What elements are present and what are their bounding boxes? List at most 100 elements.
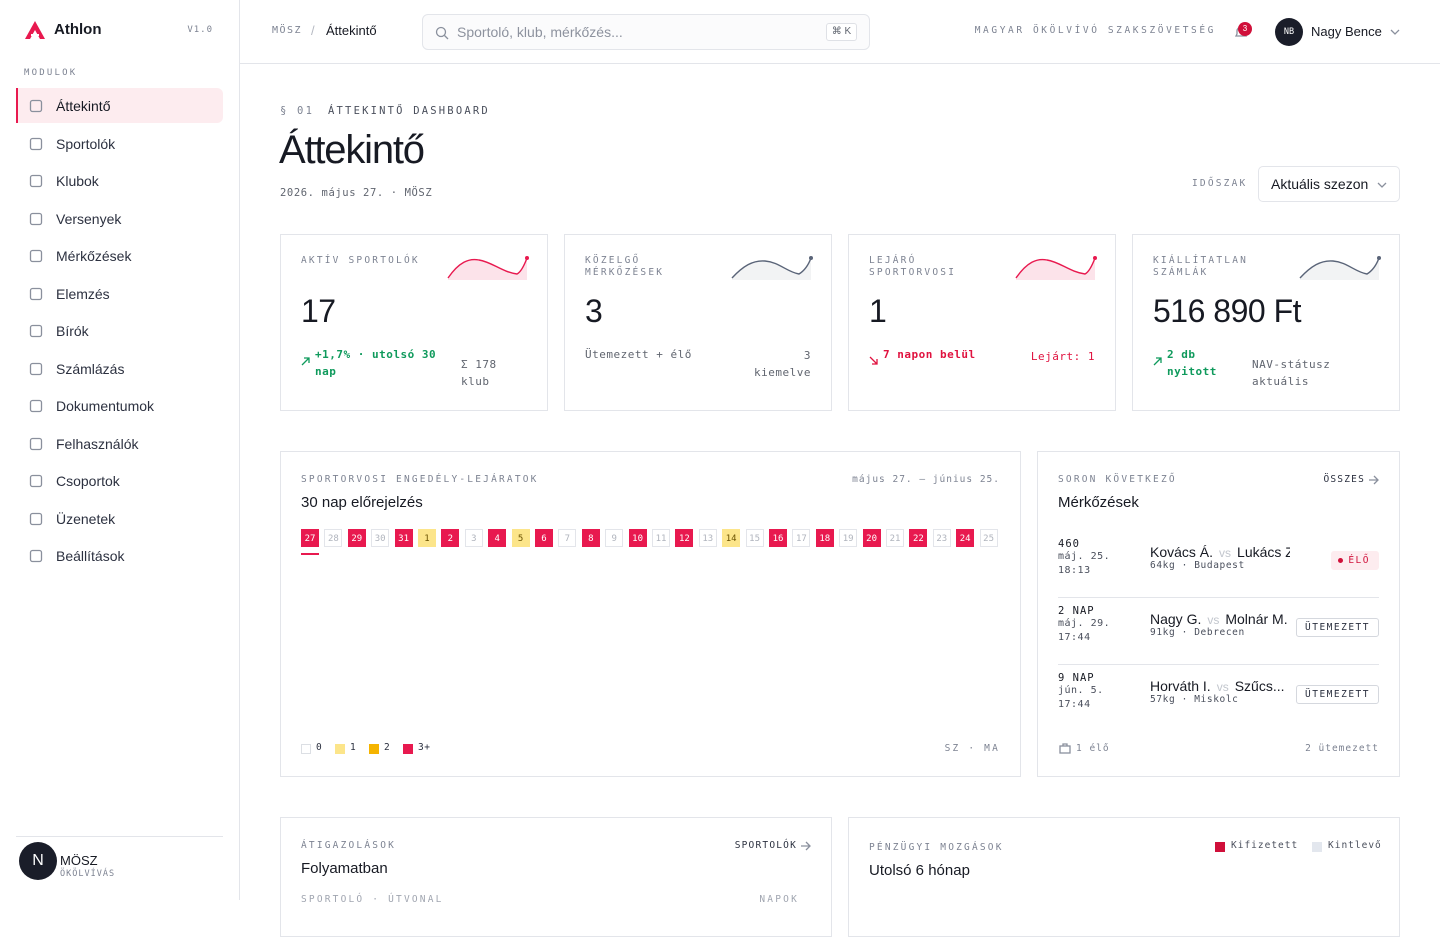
panel-link[interactable]: ÖSSZES — [1323, 474, 1365, 485]
nav-item[interactable]: Versenyek — [16, 201, 223, 236]
day-cell: 21 — [886, 529, 904, 547]
kpi-card: KÖZELGŐ MÉRKŐZÉSEK 3 Ütemezett + élő 3 kiem… — [564, 234, 832, 411]
nav-label: Elemzés — [56, 285, 110, 302]
kpi-note: 7 napon belül — [883, 348, 976, 361]
match-meta: 57kg · Miskolc — [1150, 694, 1239, 705]
org-title: MAGYAR ÖKÖLVÍVÓ SZAKSZÖVETSÉG — [974, 25, 1216, 36]
kpi-side: NAV-státusz aktuális — [1252, 358, 1331, 388]
match-when: 2 NAP — [1058, 605, 1095, 617]
breadcrumb-current: Áttekintő — [326, 23, 377, 38]
nav-label: Klubok — [56, 173, 99, 189]
legend-label: 2 — [384, 742, 391, 753]
sparkline — [1015, 256, 1097, 280]
forecast-panel: SPORTORVOSI ENGEDÉLY-LEJÁRATOK 30 nap el… — [280, 451, 1021, 777]
nav-item[interactable]: Mérkőzések — [16, 238, 223, 273]
nav-item[interactable]: Beállítások — [16, 538, 223, 573]
vs: vs — [1216, 680, 1229, 694]
legend-swatch — [1312, 842, 1322, 852]
trend-icon — [1153, 357, 1162, 366]
sparkline — [447, 256, 529, 280]
org-avatar: N — [19, 842, 57, 880]
nav-icon — [29, 324, 43, 338]
nav-icon — [29, 137, 43, 150]
nav-label: Csoportok — [56, 473, 120, 489]
trend-icon — [869, 356, 878, 365]
breadcrumb-root[interactable]: MÖSZ — [272, 25, 303, 36]
panel-link[interactable]: SPORTOLÓK — [734, 840, 797, 851]
day-cell: 28 — [324, 529, 343, 547]
day-cell: 15 — [745, 529, 764, 547]
match-time: 17:44 — [1058, 699, 1091, 710]
day-cell: 6 — [535, 529, 553, 547]
legend-swatch — [301, 744, 311, 754]
logo — [25, 21, 45, 39]
icon-shape — [29, 287, 43, 300]
nav-item[interactable]: Klubok — [16, 163, 223, 198]
match-date: jún. 5. — [1058, 685, 1104, 696]
user-name[interactable]: Nagy Bence — [1311, 24, 1382, 39]
page-title: Áttekintő — [279, 128, 425, 172]
day-cell: 16 — [769, 529, 787, 547]
day-cell: 17 — [792, 529, 811, 547]
user-avatar[interactable]: NB — [1275, 18, 1303, 46]
day-cell: 25 — [979, 529, 998, 547]
arrow — [301, 357, 310, 366]
sparkline-dot — [809, 256, 813, 260]
icon-shape — [29, 399, 43, 413]
kpi-value: 1 — [869, 293, 887, 329]
breadcrumb-separator: / — [311, 23, 315, 38]
match-when: 9 NAP — [1058, 672, 1095, 684]
nav-item[interactable]: Felhasználók — [16, 426, 223, 461]
sparkline-area — [732, 258, 811, 280]
org-sub: ÖKÖLVÍVÁS — [60, 869, 116, 879]
nav-item[interactable]: Áttekintő — [16, 88, 223, 123]
nav-item[interactable]: Dokumentumok — [16, 388, 223, 423]
trend-icon — [301, 357, 310, 366]
home: Nagy G. — [1150, 611, 1202, 627]
nav-item[interactable]: Bírók — [16, 313, 223, 348]
legend-label: 1 — [350, 742, 357, 753]
kpi-card: KIÁLLÍTATLAN SZÁMLÁK 516 890 Ft 2 db nyito… — [1132, 234, 1400, 411]
kpi-side: Lejárt: 1 — [1030, 350, 1095, 363]
shortcut-key: K — [844, 26, 852, 37]
nav-section: MODULOK — [24, 68, 78, 78]
sidebar: Athlon V1.0 MODULOK N MÖSZ ÖKÖLVÍVÁS Átt… — [0, 0, 240, 900]
kpi-value: 17 — [301, 293, 336, 329]
status-badge: ÜTEMEZETT — [1296, 685, 1379, 704]
legend-swatch — [369, 744, 379, 754]
legend-label: 0 — [316, 742, 323, 753]
day-cell: 9 — [605, 529, 624, 547]
match-names: Kovács Á. vs Lukács Z. — [1150, 544, 1290, 560]
day-cell: 12 — [675, 529, 694, 547]
nav-item[interactable]: Elemzés — [16, 276, 223, 311]
legend-swatch — [403, 744, 413, 754]
day-cell: 7 — [558, 529, 577, 547]
day-cell: 5 — [511, 529, 530, 547]
legend-label: Kifizetett — [1231, 840, 1299, 851]
day-cell: 22 — [909, 529, 928, 547]
kpi-note: 2 db nyitott — [1167, 348, 1217, 378]
shortcut: ⌘ K — [826, 23, 857, 41]
sparkline-line — [1299, 257, 1380, 279]
search-box[interactable]: Sportoló, klub, mérkőzés... ⌘ K — [422, 14, 870, 50]
match-names: Horváth I. vs Szűcs... — [1150, 678, 1290, 694]
panel-footer: SZ · MA — [944, 743, 1000, 754]
day-cell: 23 — [932, 529, 951, 547]
nav-icon — [29, 287, 43, 300]
period-select[interactable]: Aktuális szezon — [1258, 166, 1400, 202]
kpi-label: LEJÁRÓ SPORTORVOSI — [869, 255, 957, 278]
nav-item[interactable]: Csoportok — [16, 463, 223, 498]
legend-label: 3+ — [418, 742, 431, 753]
footer-icon — [1059, 743, 1071, 754]
nav-item[interactable]: Sportolók — [16, 126, 223, 161]
nav-item[interactable]: Számlázás — [16, 351, 223, 386]
day-cell: 18 — [815, 529, 834, 547]
icon-shape — [29, 249, 43, 263]
panel-eyebrow: SORON KÖVETKEZŐ — [1058, 474, 1177, 485]
kpi-value: 516 890 Ft — [1153, 293, 1302, 329]
nav-label: Mérkőzések — [56, 248, 132, 264]
nav-item[interactable]: Üzenetek — [16, 501, 223, 536]
nav-icon — [29, 399, 43, 413]
nav-label: Bírók — [56, 323, 89, 339]
